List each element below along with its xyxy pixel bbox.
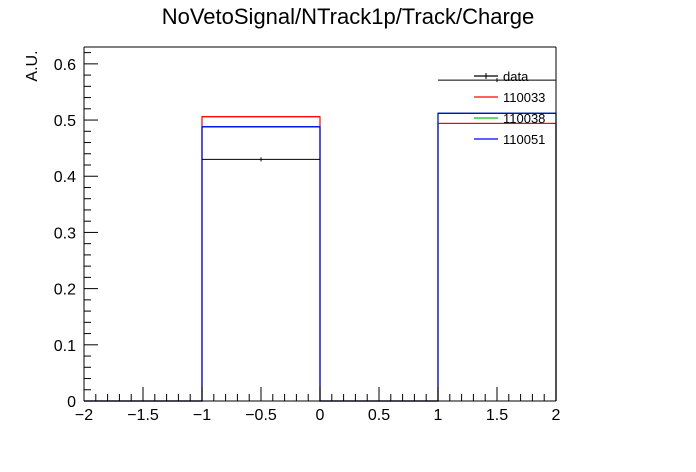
x-tick-label: −0.5: [245, 407, 277, 424]
data-point-1: [202, 157, 320, 162]
legend-label-110033: 110033: [503, 90, 545, 105]
y-tick-label: 0: [67, 394, 76, 411]
x-tick-label: −1.5: [127, 407, 159, 424]
x-tick-label: 0.5: [368, 407, 390, 424]
y-tick-label: 0.1: [54, 338, 76, 355]
legend-label-data: data: [503, 69, 529, 84]
y-tick-label: 0.4: [54, 169, 76, 186]
legend-entry-110038: 110038: [474, 111, 545, 126]
x-tick-label: −1: [193, 407, 211, 424]
data-point-3: [438, 78, 556, 83]
axes-layer: −2 −1.5 −1 −0.5 0 0.5 1 1.5 2 0 0.1 0.2 0.3 0.4 0.5 0.6: [54, 46, 561, 424]
y-tick-label: 0.2: [54, 282, 76, 299]
x-tick-label: 1.5: [486, 407, 508, 424]
chart-title: NoVetoSignal/NTrack1p/Track/Charge: [162, 4, 535, 29]
y-tick-label: 0.5: [54, 113, 76, 130]
x-tick-label: 2: [552, 407, 561, 424]
y-tick-label: 0.6: [54, 57, 76, 74]
x-tick-label: −2: [75, 407, 93, 424]
x-tick-label: 1: [434, 407, 443, 424]
legend-entry-110051: 110051: [474, 132, 545, 147]
legend-entry-110033: 110033: [474, 90, 545, 105]
y-axis-label: A.U.: [24, 50, 41, 81]
legend-label-110051: 110051: [503, 132, 545, 147]
legend-label-110038: 110038: [503, 111, 545, 126]
legend-entry-data: data: [474, 69, 529, 84]
series-data: [202, 78, 556, 162]
legend: data 110033 110038 110051: [474, 69, 545, 147]
x-tick-label: 0: [316, 407, 325, 424]
y-tick-label: 0.3: [54, 225, 76, 242]
